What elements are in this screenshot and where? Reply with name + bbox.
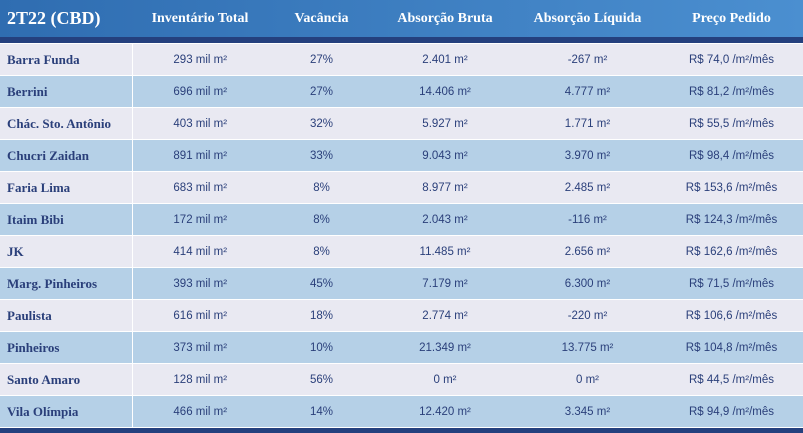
table-cell: 0 m² (375, 363, 515, 396)
table-cell: 2.043 m² (375, 203, 515, 236)
table-cell: 2.774 m² (375, 299, 515, 332)
table-cell: 27% (268, 75, 375, 108)
table-cell: 8% (268, 171, 375, 204)
table-cell: R$ 55,5 /m²/mês (660, 107, 803, 140)
table-cell: -220 m² (515, 299, 660, 332)
table-cell: 293 mil m² (132, 43, 268, 76)
row-label: Faria Lima (0, 171, 133, 204)
table-cell: 0 m² (515, 363, 660, 396)
row-label: Vila Olímpia (0, 395, 133, 428)
table-cell: 373 mil m² (132, 331, 268, 364)
table-cell: 45% (268, 267, 375, 300)
table-cell: 21.349 m² (375, 331, 515, 364)
table-cell: R$ 162,6 /m²/mês (660, 235, 803, 268)
table-cell: 18% (268, 299, 375, 332)
table-cell: R$ 81,2 /m²/mês (660, 75, 803, 108)
table-cell: 8% (268, 235, 375, 268)
table-cell: R$ 153,6 /m²/mês (660, 171, 803, 204)
table-cell: 4.777 m² (515, 75, 660, 108)
table-cell: 14.406 m² (375, 75, 515, 108)
table-row: Pinheiros 373 mil m² 10% 21.349 m² 13.775 m²… (0, 331, 803, 364)
table-cell: 3.345 m² (515, 395, 660, 428)
row-label: JK (0, 235, 133, 268)
table-cell: 2.401 m² (375, 43, 515, 76)
table-cell: 56% (268, 363, 375, 396)
table-cell: R$ 104,8 /m²/mês (660, 331, 803, 364)
row-label: Chác. Sto. Antônio (0, 107, 133, 140)
table-cell: 128 mil m² (132, 363, 268, 396)
table-cell: R$ 94,9 /m²/mês (660, 395, 803, 428)
column-header: Inventário Total (151, 10, 249, 26)
table-cell: 2.485 m² (515, 171, 660, 204)
table-row: JK 414 mil m² 8% 11.485 m² 2.656 m² R$ 162,6 … (0, 235, 803, 268)
table-row: Paulista 616 mil m² 18% 2.774 m² -220 m² R$ 1… (0, 299, 803, 332)
table-cell: 14% (268, 395, 375, 428)
row-label: Barra Funda (0, 43, 133, 76)
row-label: Santo Amaro (0, 363, 133, 396)
header: 2T22 (CBD) Inventário Total Vacância Absor… (0, 0, 803, 37)
table-cell: 32% (268, 107, 375, 140)
table-cell: 11.485 m² (375, 235, 515, 268)
table-cell: 403 mil m² (132, 107, 268, 140)
table-row: Santo Amaro 128 mil m² 56% 0 m² 0 m² R$ 44,5 … (0, 363, 803, 396)
table-cell: 12.420 m² (375, 395, 515, 428)
table-cell: R$ 124,3 /m²/mês (660, 203, 803, 236)
column-header: Absorção Bruta (397, 10, 493, 26)
row-label: Itaim Bibi (0, 203, 133, 236)
column-header: Vacância (294, 10, 349, 26)
table-cell: 9.043 m² (375, 139, 515, 172)
table-cell: 2.656 m² (515, 235, 660, 268)
header-title: 2T22 (CBD) (7, 8, 101, 28)
row-label: Chucri Zaidan (0, 139, 133, 172)
table-cell: 8% (268, 203, 375, 236)
table-cell: 10% (268, 331, 375, 364)
table-cell: 172 mil m² (132, 203, 268, 236)
table-cell: 27% (268, 43, 375, 76)
row-label: Paulista (0, 299, 133, 332)
table-cell: 393 mil m² (132, 267, 268, 300)
table-cell: 683 mil m² (132, 171, 268, 204)
table-cell: 891 mil m² (132, 139, 268, 172)
table-cell: 7.179 m² (375, 267, 515, 300)
column-header: Preço Pedido (692, 10, 771, 26)
table-cell: R$ 98,4 /m²/mês (660, 139, 803, 172)
column-header: Absorção Líquida (533, 10, 642, 26)
table-cell: 6.300 m² (515, 267, 660, 300)
table-cell: 414 mil m² (132, 235, 268, 268)
table-cell: -116 m² (515, 203, 660, 236)
table-cell: 1.771 m² (515, 107, 660, 140)
table-row: Chucri Zaidan 891 mil m² 33% 9.043 m² 3.970 … (0, 139, 803, 172)
table-row: Vila Olímpia 466 mil m² 14% 12.420 m² 3.345 … (0, 395, 803, 428)
table-cell: R$ 74,0 /m²/mês (660, 43, 803, 76)
table-row: Itaim Bibi 172 mil m² 8% 2.043 m² -116 m² R$ … (0, 203, 803, 236)
table-cell: 13.775 m² (515, 331, 660, 364)
table-row: Faria Lima 683 mil m² 8% 8.977 m² 2.485 m² R$… (0, 171, 803, 204)
table-cell: 616 mil m² (132, 299, 268, 332)
table-cell: 3.970 m² (515, 139, 660, 172)
table-row: Berrini 696 mil m² 27% 14.406 m² 4.777 m² R$ … (0, 75, 803, 108)
table-cell: 466 mil m² (132, 395, 268, 428)
table-cell: 696 mil m² (132, 75, 268, 108)
header-row: 2T22 (CBD) Inventário Total Vacância Absor… (0, 0, 803, 37)
table-row: Chác. Sto. Antônio 403 mil m² 32% 5.927 m² 1… (0, 107, 803, 140)
row-label: Pinheiros (0, 331, 133, 364)
table-cell: R$ 44,5 /m²/mês (660, 363, 803, 396)
table-row: Barra Funda 293 mil m² 27% 2.401 m² -267 m² R… (0, 43, 803, 76)
table-cell: 5.927 m² (375, 107, 515, 140)
table-cell: -267 m² (515, 43, 660, 76)
row-label: Berrini (0, 75, 133, 108)
table-cell: 8.977 m² (375, 171, 515, 204)
table-cell: R$ 106,6 /m²/mês (660, 299, 803, 332)
table-cell: R$ 71,5 /m²/mês (660, 267, 803, 300)
table-row: Marg. Pinheiros 393 mil m² 45% 7.179 m² 6.30… (0, 267, 803, 300)
row-label: Marg. Pinheiros (0, 267, 133, 300)
table-cell: 33% (268, 139, 375, 172)
data-table: Barra Funda 293 mil m² 27% 2.401 m² -267 m² R… (0, 43, 803, 428)
